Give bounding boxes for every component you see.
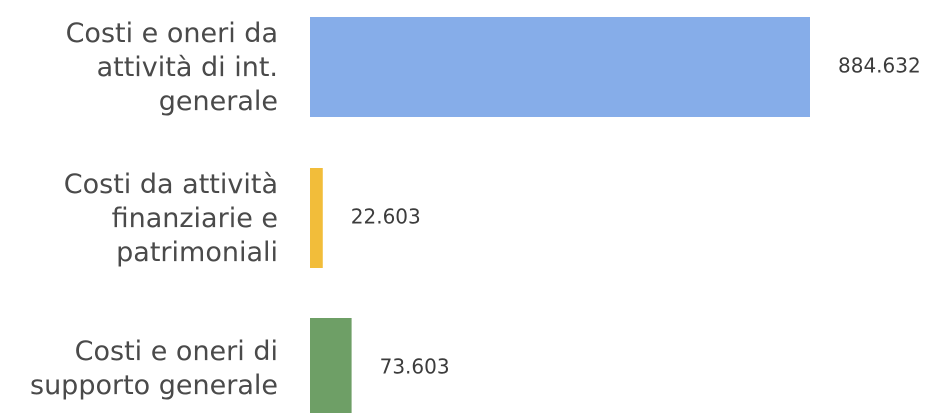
- category-label-1: Costi e oneri da attività di int. generale: [66, 18, 278, 117]
- category-label-line: Costi e oneri di: [75, 336, 278, 367]
- bar-3: [310, 318, 352, 413]
- value-label-2: 22.603: [351, 205, 421, 229]
- category-label-line: Costi e oneri da: [66, 18, 278, 49]
- category-label-line: generale: [159, 86, 278, 117]
- category-label-3: Costi e oneri di supporto generale: [30, 336, 278, 401]
- value-label-1: 884.632: [838, 54, 921, 78]
- bar-1: [310, 17, 810, 117]
- category-label-line: patrimoniali: [116, 237, 278, 268]
- category-label-line: attività di int.: [97, 52, 278, 83]
- category-label-line: finanziarie e: [112, 203, 278, 234]
- category-label-2: Costi da attività finanziarie e patrimonia…: [64, 169, 278, 268]
- category-label-line: Costi da attività: [64, 169, 278, 200]
- value-label-3: 73.603: [380, 355, 450, 379]
- bar-2: [310, 168, 323, 268]
- category-label-line: supporto generale: [30, 370, 278, 401]
